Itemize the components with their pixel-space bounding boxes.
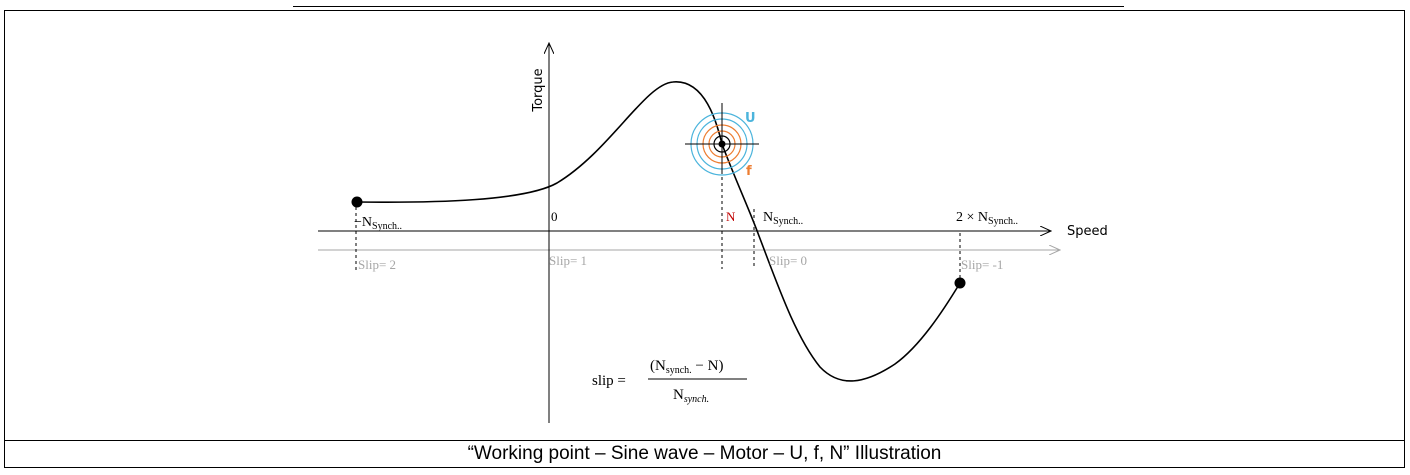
formula-denominator: Nsynch.	[673, 387, 709, 405]
zero-label: 0	[551, 209, 558, 224]
formula-numerator: (Nsynch. − N)	[650, 358, 723, 376]
neg-sync-label: −NSynch..	[354, 215, 402, 232]
top-rule	[293, 6, 1124, 7]
working-point	[718, 140, 726, 148]
curve-start-point	[351, 196, 363, 208]
double-sync-label: 2 × NSynch..	[956, 210, 1018, 227]
working-point-target	[685, 103, 759, 176]
torque-axis-label: Torque	[531, 68, 546, 112]
slip-2-label: Slip= 2	[358, 257, 396, 272]
sync-speed-label: NSynch..	[763, 210, 803, 227]
slip-1-label: Slip= 1	[549, 253, 587, 268]
curve-end-point	[954, 277, 966, 289]
torque-speed-diagram: Torque Speed U f	[318, 11, 1108, 423]
frequency-label: f	[746, 164, 752, 179]
figure-table: Torque Speed U f	[4, 10, 1405, 468]
slip-formula: slip = (Nsynch. − N) Nsynch.	[592, 358, 747, 405]
voltage-label: U	[745, 111, 756, 126]
speed-axis-label: Speed	[1067, 224, 1108, 239]
figure-cell: Torque Speed U f	[5, 11, 1404, 440]
slip-0-label: Slip= 0	[769, 253, 807, 268]
working-speed-label: N	[726, 209, 736, 224]
formula-lhs: slip =	[592, 373, 626, 389]
figure-caption: “Working point – Sine wave – Motor – U, …	[5, 440, 1404, 467]
slip-minus-1-label: Slip= -1	[961, 257, 1003, 272]
torque-speed-curve	[356, 81, 961, 382]
